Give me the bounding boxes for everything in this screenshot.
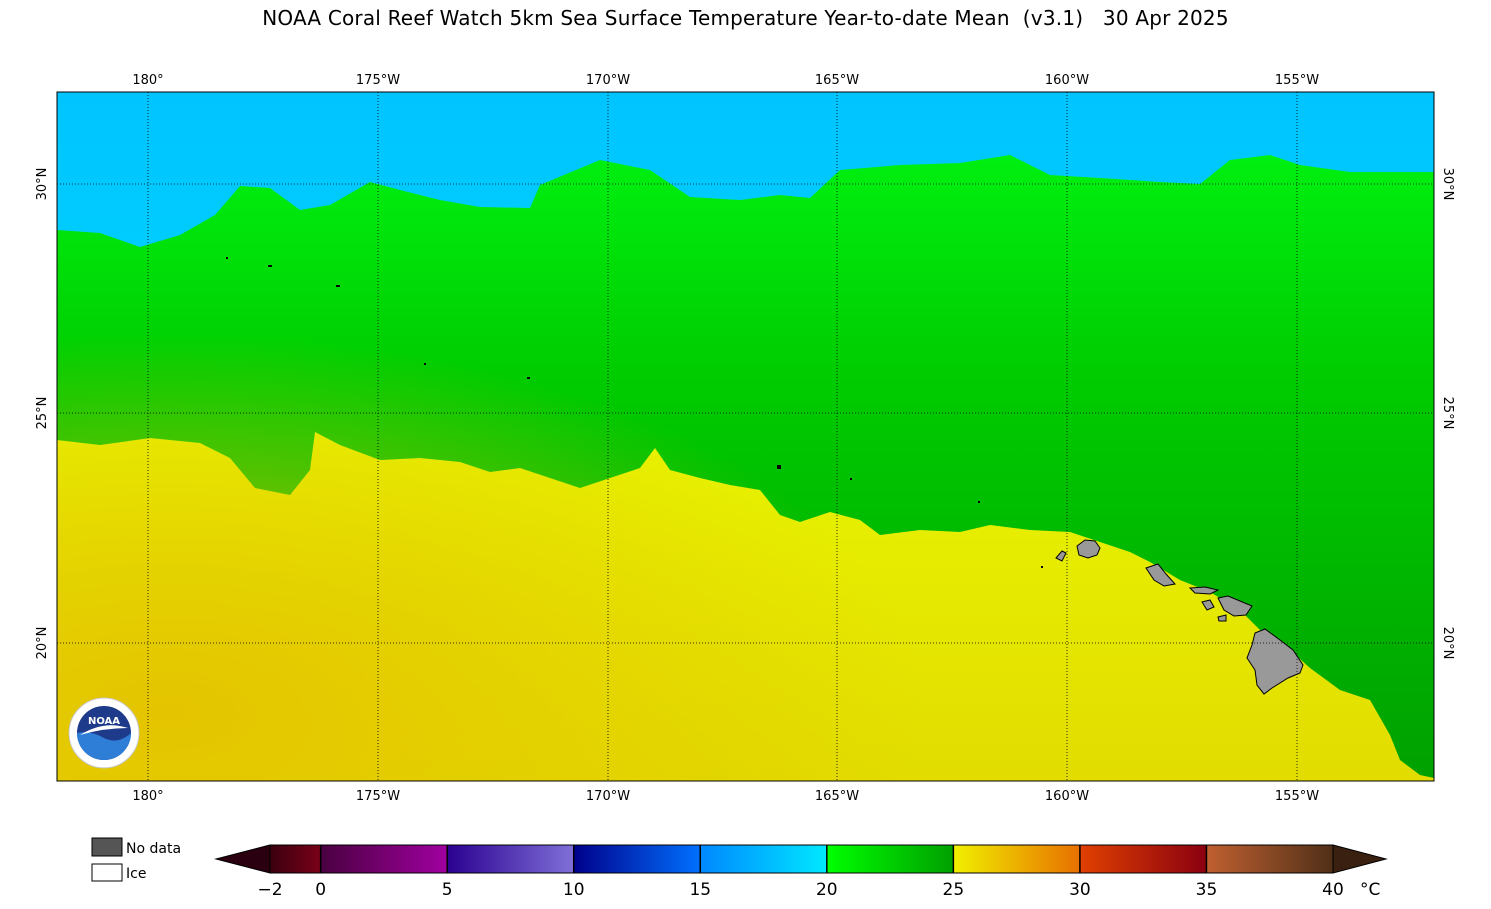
colorbar-tick-label: 20 <box>816 880 838 900</box>
ice-label: Ice <box>126 866 146 882</box>
lon-label-top: 165°W <box>815 73 859 88</box>
colorbar-frame <box>269 844 1334 874</box>
island-hawaii <box>1246 628 1304 695</box>
island-kauai <box>1076 539 1101 559</box>
colorbar-segments <box>270 845 1333 873</box>
warmest-water-tint <box>57 92 1434 781</box>
lon-label-top: 175°W <box>356 73 400 88</box>
lat-label-left: 25°N <box>35 397 50 430</box>
lat-label-right: 30°N <box>1440 168 1455 201</box>
noaa-logo: NOAA <box>68 697 140 769</box>
noaa-logo-text: NOAA <box>88 716 120 727</box>
colorbar-tick-label: 35 <box>1196 880 1218 900</box>
lon-label-bottom: 170°W <box>586 789 630 804</box>
map-frame <box>56 91 1435 782</box>
lat-label-left: 20°N <box>35 627 50 660</box>
island-molokai <box>1188 586 1220 595</box>
map-title: NOAA Coral Reef Watch 5km Sea Surface Te… <box>262 6 1229 30</box>
graticule <box>57 92 1434 781</box>
colorbar-segment <box>700 845 827 873</box>
lon-label-bottom: 175°W <box>356 789 400 804</box>
lon-label-bottom: 165°W <box>815 789 859 804</box>
island-niihau <box>1055 550 1067 562</box>
island-kahoolawe <box>1217 614 1227 622</box>
small-atolls <box>226 257 1043 568</box>
lon-label-top: 160°W <box>1045 73 1089 88</box>
lon-label-bottom: 160°W <box>1045 789 1089 804</box>
colorbar-tick-label: 5 <box>442 880 453 900</box>
sst-field <box>57 92 1434 781</box>
colorbar-max-arrow <box>1332 844 1388 874</box>
colorbar-tick-label: 25 <box>943 880 965 900</box>
colorbar-tick-labels: −2 0 5 10 15 20 25 30 35 40 <box>257 880 1343 900</box>
lon-label-top: 155°W <box>1275 73 1319 88</box>
temperature-colorbar: −2 0 5 10 15 20 25 30 35 40 °C <box>214 844 1388 900</box>
lon-label-top: 180° <box>132 73 163 88</box>
island-maui <box>1217 595 1253 617</box>
colorbar-segment <box>953 845 1080 873</box>
lon-label-bottom: 155°W <box>1275 789 1319 804</box>
lon-label-top: 170°W <box>586 73 630 88</box>
island-oahu <box>1145 563 1176 587</box>
colorbar-unit: °C <box>1360 880 1380 900</box>
colorbar-tick-label: 40 <box>1322 880 1344 900</box>
island-lanai <box>1201 599 1215 611</box>
colorbar-tick-label: 30 <box>1069 880 1091 900</box>
lat-label-right: 25°N <box>1440 397 1455 430</box>
colorbar-tick-label: −2 <box>257 880 282 900</box>
graticule-labels: 180° 180° 175°W 175°W 170°W 170°W 165°W 165°W 16… <box>35 73 1455 804</box>
colorbar-tick-label: 15 <box>689 880 711 900</box>
colorbar-min-arrow <box>214 844 271 874</box>
colorbar-segment <box>447 845 574 873</box>
no-data-swatch <box>91 837 123 857</box>
no-data-label: No data <box>126 841 181 857</box>
lat-label-right: 20°N <box>1440 627 1455 660</box>
ice-swatch <box>91 863 123 882</box>
colorbar-segment <box>1206 845 1333 873</box>
colorbar-segment <box>270 845 321 873</box>
colorbar-segment <box>320 845 448 873</box>
hawaiian-islands <box>1055 539 1304 695</box>
colorbar-tick-label: 0 <box>315 880 326 900</box>
colorbar-segment <box>1079 845 1207 873</box>
colorbar-tick-label: 10 <box>563 880 585 900</box>
map-legend: No data Ice <box>91 837 181 882</box>
lon-label-bottom: 180° <box>132 789 163 804</box>
colorbar-segment <box>573 845 701 873</box>
lat-label-left: 30°N <box>35 168 50 201</box>
colorbar-segment <box>826 845 954 873</box>
